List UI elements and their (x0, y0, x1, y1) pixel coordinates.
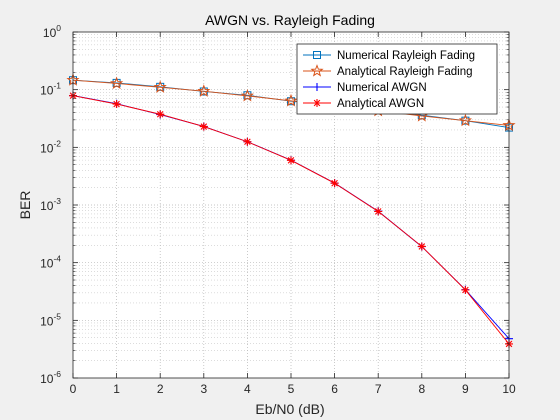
y-axis-label: BER (17, 191, 33, 220)
legend-item: Numerical AWGN (303, 82, 427, 94)
x-tick-label: 1 (113, 382, 120, 396)
legend-box (296, 43, 498, 115)
y-tick-label: 10-5 (40, 311, 61, 328)
minor-grid (73, 34, 509, 361)
data-point (197, 84, 211, 97)
data-point (287, 156, 295, 165)
legend: Numerical Rayleigh Fading Analytical Rayl… (296, 43, 498, 115)
y-tick-label: 10-1 (40, 81, 61, 98)
y-tick-label: 10-3 (40, 196, 61, 213)
x-tick-label: 2 (157, 382, 164, 396)
x-tick-labels: 0 1 2 3 4 5 6 7 8 9 10 (70, 382, 516, 396)
series-4 (69, 91, 513, 348)
data-point (153, 80, 167, 93)
x-tick-label: 6 (331, 382, 338, 396)
legend-label: Analytical AWGN (337, 98, 424, 110)
legend-marker (310, 64, 324, 77)
data-point (112, 100, 121, 109)
data-point (240, 88, 254, 102)
series-line (72, 79, 510, 126)
x-tick-label: 5 (288, 382, 295, 396)
y-tick-label: 100 (43, 23, 61, 40)
x-tick-label: 3 (200, 382, 207, 396)
x-tick-label: 0 (70, 382, 77, 396)
legend-marker (313, 51, 321, 59)
legend-label: Analytical Rayleigh Fading (337, 66, 473, 78)
legend-label: Numerical AWGN (337, 82, 427, 94)
axis-ticks (72, 31, 510, 379)
data-point (110, 76, 124, 90)
data-point (374, 207, 383, 216)
y-tick-exponent: -1 (53, 81, 61, 91)
y-tick-base: 10 (40, 314, 54, 328)
legend-item: Numerical Rayleigh Fading (303, 50, 475, 62)
data-point (156, 110, 165, 119)
legend-item: Analytical Rayleigh Fading (303, 64, 473, 78)
data-point (330, 179, 339, 188)
y-tick-exponent: -5 (53, 311, 61, 321)
x-tick-label: 9 (462, 382, 469, 396)
y-tick-base: 10 (40, 257, 54, 271)
y-tick-base: 10 (43, 26, 57, 40)
data-point (199, 122, 208, 131)
y-tick-label: 10-2 (40, 138, 61, 155)
legend-marker (313, 99, 321, 107)
legend-label: Numerical Rayleigh Fading (337, 50, 475, 62)
y-tick-base: 10 (40, 199, 54, 213)
legend-item: Analytical AWGN (303, 98, 424, 110)
data-point (458, 113, 472, 127)
y-tick-label: 10-6 (40, 369, 61, 386)
y-tick-exponent: -4 (53, 254, 61, 264)
y-tick-exponent: -6 (53, 369, 61, 379)
data-point (243, 137, 252, 146)
y-tick-label: 10-4 (40, 254, 61, 271)
y-tick-exponent: 0 (56, 23, 61, 33)
chart-title: AWGN vs. Rayleigh Fading (205, 12, 375, 28)
data-point (417, 242, 426, 251)
data-point (461, 285, 470, 294)
x-tick-label: 4 (244, 382, 251, 396)
y-tick-base: 10 (40, 141, 54, 155)
data-point (284, 93, 298, 107)
y-tick-base: 10 (40, 372, 54, 386)
x-tick-label: 8 (418, 382, 425, 396)
y-tick-exponent: -2 (53, 138, 61, 148)
y-tick-exponent: -3 (53, 196, 61, 206)
y-tick-base: 10 (40, 84, 54, 98)
legend-marker (313, 83, 321, 91)
x-tick-label: 7 (375, 382, 382, 396)
x-tick-label: 10 (502, 382, 516, 396)
x-axis-label: Eb/N0 (dB) (255, 401, 324, 417)
